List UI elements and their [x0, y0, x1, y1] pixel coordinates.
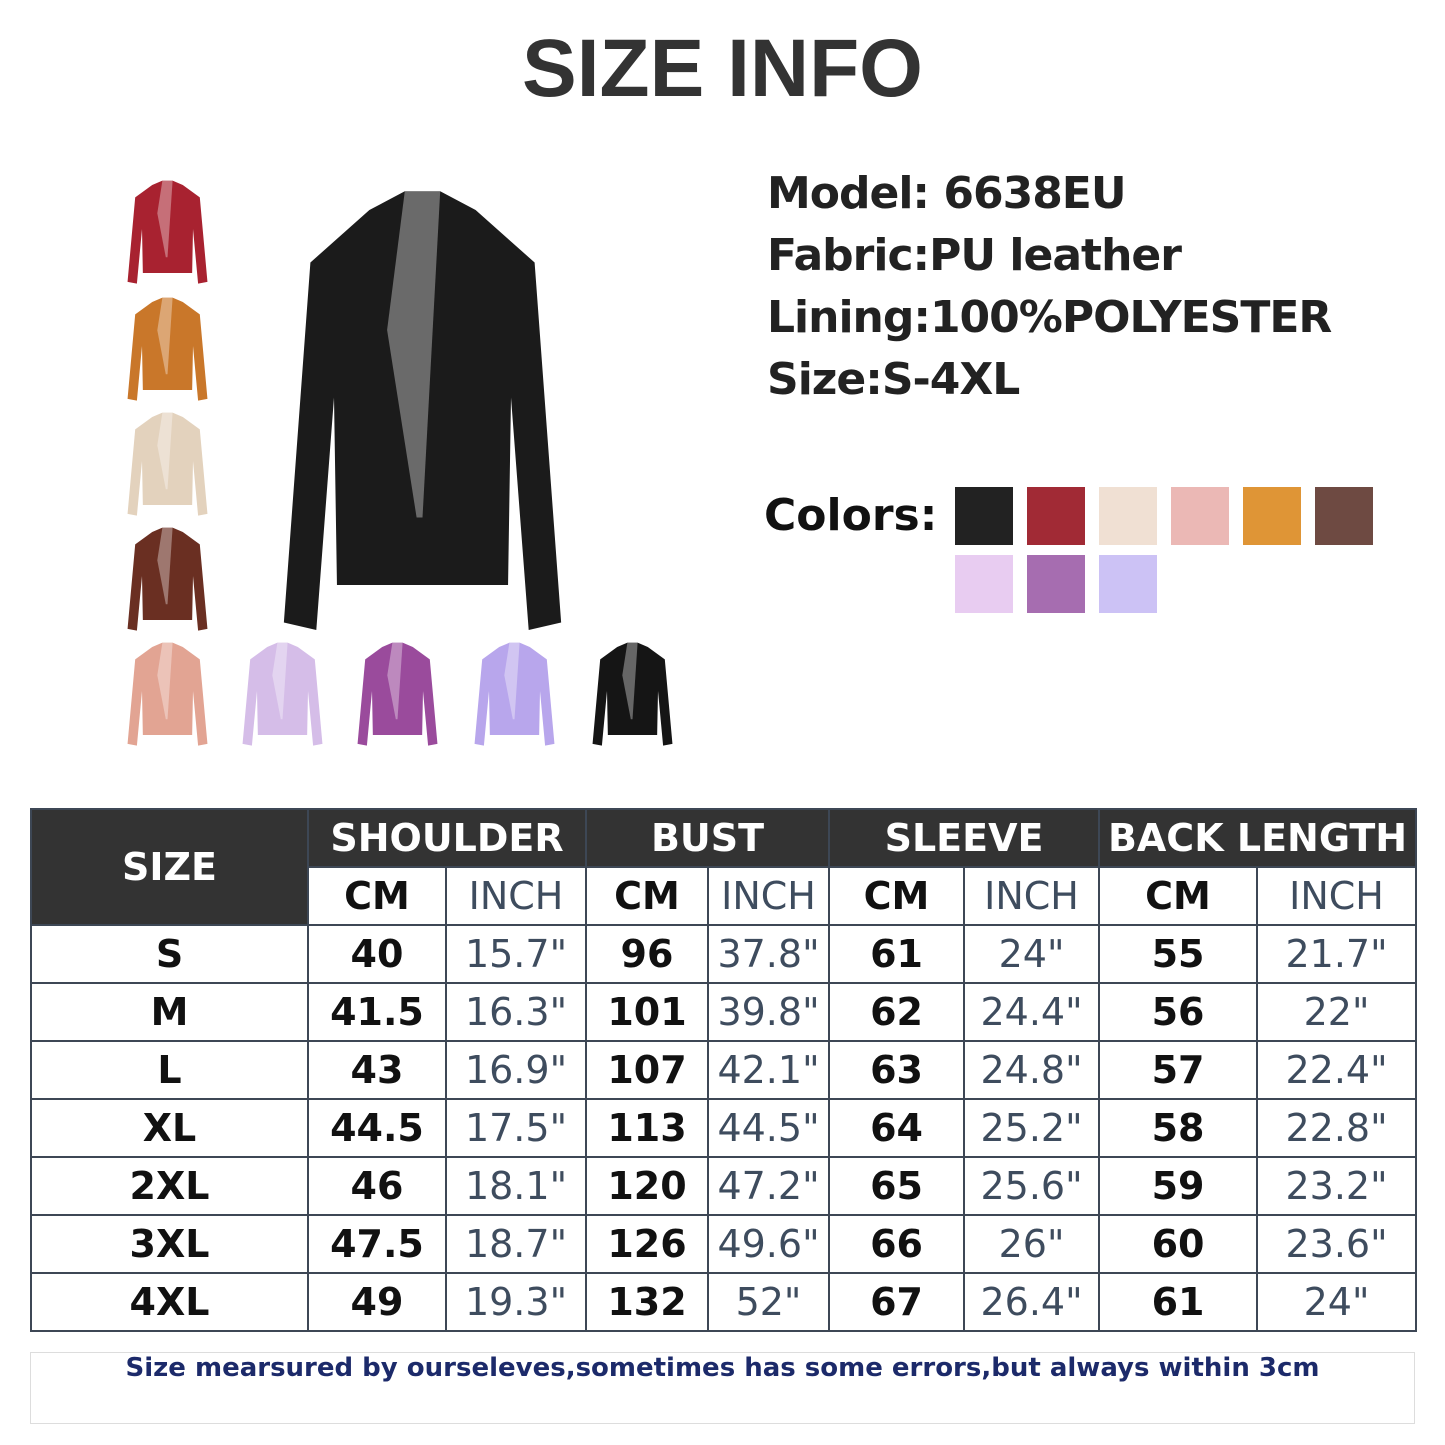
measure-cell: 43 [307, 1040, 447, 1100]
measure-cell: 25.6" [963, 1156, 1101, 1216]
color-swatch [1315, 487, 1373, 545]
color-swatch [1027, 555, 1085, 613]
measure-cell: 55 [1098, 924, 1259, 984]
measure-cell: 44.5 [307, 1098, 447, 1158]
measure-cell: 15.7" [445, 924, 587, 984]
measure-cell: 67 [828, 1272, 966, 1332]
measure-cell: 47.5 [307, 1214, 447, 1274]
measure-cell: 19.3" [445, 1272, 587, 1332]
measure-cell: 60 [1098, 1214, 1259, 1274]
measure-cell: 21.7" [1256, 924, 1418, 984]
color-swatch [1099, 487, 1157, 545]
measure-cell: 64 [828, 1098, 966, 1158]
measure-cell: 46 [307, 1156, 447, 1216]
measure-cell: 37.8" [706, 924, 831, 984]
measure-cell: 101 [585, 982, 709, 1042]
unit-header: INCH [1256, 866, 1418, 926]
group-header: SHOULDER [307, 808, 587, 868]
measure-cell: 24.4" [963, 982, 1101, 1042]
measure-cell: 57 [1098, 1040, 1259, 1100]
size-cell: 3XL [30, 1214, 309, 1274]
measure-cell: 126 [585, 1214, 709, 1274]
size-cell: M [30, 982, 309, 1042]
measure-cell: 25.2" [963, 1098, 1101, 1158]
size-cell: L [30, 1040, 309, 1100]
color-swatch [1027, 487, 1085, 545]
spec: Model: 6638EU [767, 168, 1127, 219]
measure-cell: 23.6" [1256, 1214, 1418, 1274]
size-header: SIZE [30, 808, 309, 926]
measure-cell: 16.3" [445, 982, 587, 1042]
measure-cell: 18.1" [445, 1156, 587, 1216]
measure-cell: 61 [1098, 1272, 1259, 1332]
measure-cell: 22.4" [1256, 1040, 1418, 1100]
measure-cell: 49.6" [706, 1214, 831, 1274]
unit-header: CM [828, 866, 966, 926]
unit-header: INCH [706, 866, 831, 926]
measure-cell: 107 [585, 1040, 709, 1100]
measure-cell: 66 [828, 1214, 966, 1274]
group-header: SLEEVE [828, 808, 1101, 868]
size-cell: S [30, 924, 309, 984]
measure-cell: 120 [585, 1156, 709, 1216]
color-swatch [955, 487, 1013, 545]
measure-cell: 40 [307, 924, 447, 984]
group-header: BUST [584, 808, 831, 868]
measure-cell: 65 [828, 1156, 966, 1216]
color-swatch [955, 555, 1013, 613]
size-table: SIZE SHOULDER BUST SLEEVE BACK LENGTH CM INCH C… [30, 808, 1418, 1332]
unit-header: CM [307, 866, 447, 926]
unit-header: INCH [963, 866, 1101, 926]
title: SIZE INFO [522, 23, 923, 114]
measure-cell: 39.8" [706, 982, 831, 1042]
measure-cell: 23.2" [1256, 1156, 1418, 1216]
measure-cell: 16.9" [445, 1040, 587, 1100]
colors-label: Colors: [764, 490, 938, 541]
measure-cell: 44.5" [706, 1098, 831, 1158]
measure-cell: 24.8" [963, 1040, 1101, 1100]
size-cell: XL [30, 1098, 309, 1158]
measure-cell: 49 [307, 1272, 447, 1332]
measure-cell: 22" [1256, 982, 1418, 1042]
measure-cell: 56 [1098, 982, 1259, 1042]
size-cell: 2XL [30, 1156, 309, 1216]
measure-cell: 96 [585, 924, 709, 984]
measure-cell: 41.5 [307, 982, 447, 1042]
unit-header: INCH [445, 866, 587, 926]
measure-cell: 58 [1098, 1098, 1259, 1158]
color-swatch [1171, 487, 1229, 545]
measure-cell: 52" [706, 1272, 831, 1332]
measure-cell: 18.7" [445, 1214, 587, 1274]
measure-cell: 63 [828, 1040, 966, 1100]
jacket-images [127, 180, 673, 746]
measure-cell: 113 [585, 1098, 709, 1158]
note: Size mearsured by ourseleves,sometimes h… [30, 1352, 1415, 1424]
measure-cell: 47.2" [706, 1156, 831, 1216]
measure-cell: 132 [585, 1272, 709, 1332]
unit-header: CM [585, 866, 709, 926]
size-cell: 4XL [30, 1272, 309, 1332]
color-swatch [1243, 487, 1301, 545]
measure-cell: 59 [1098, 1156, 1259, 1216]
measure-cell: 24" [963, 924, 1101, 984]
measure-cell: 62 [828, 982, 966, 1042]
measure-cell: 24" [1256, 1272, 1418, 1332]
measure-cell: 26" [963, 1214, 1101, 1274]
measure-cell: 17.5" [445, 1098, 587, 1158]
color-swatch [1099, 555, 1157, 613]
measure-cell: 42.1" [706, 1040, 831, 1100]
spec: Lining:100%POLYESTER [767, 292, 1332, 343]
measure-cell: 22.8" [1256, 1098, 1418, 1158]
measure-cell: 26.4" [963, 1272, 1101, 1332]
measure-cell: 61 [828, 924, 966, 984]
group-header: BACK LENGTH [1098, 808, 1418, 868]
spec: Fabric:PU leather [767, 230, 1182, 281]
unit-header: CM [1098, 866, 1259, 926]
spec: Size:S-4XL [767, 354, 1020, 405]
